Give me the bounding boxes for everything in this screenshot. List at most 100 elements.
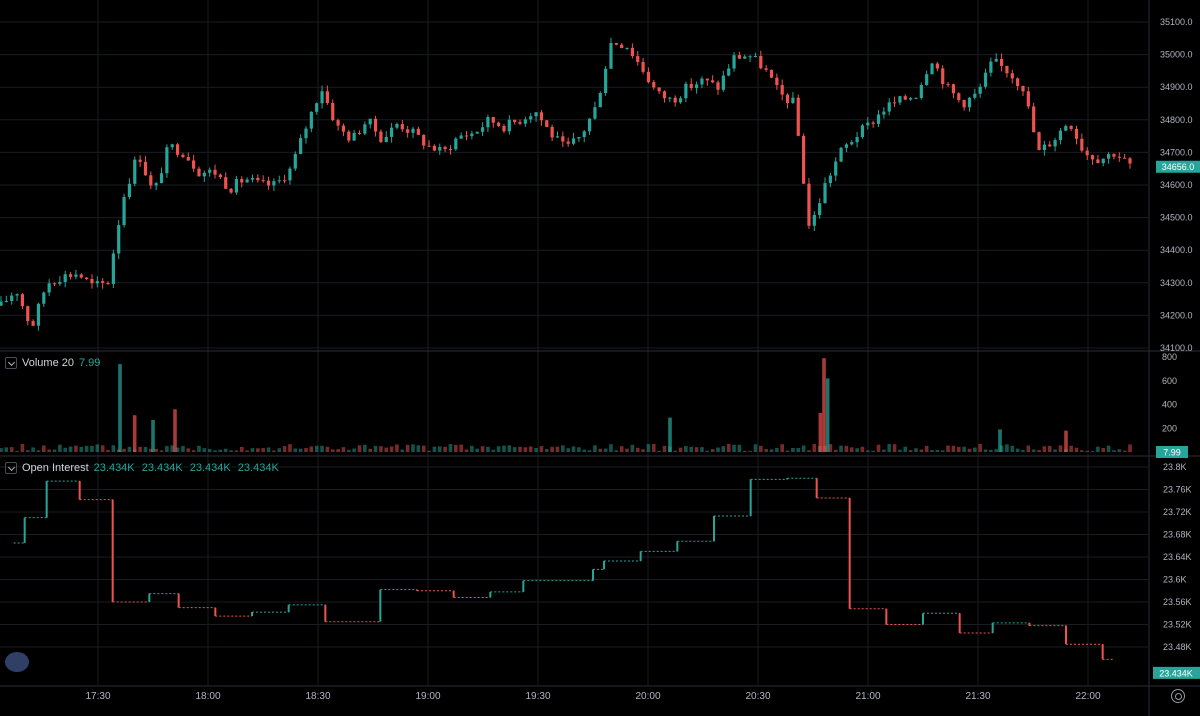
time-axis-label: 20:00 bbox=[635, 691, 660, 702]
candle bbox=[534, 112, 538, 117]
candle bbox=[582, 131, 586, 138]
candle bbox=[946, 84, 950, 86]
volume-bar bbox=[828, 444, 833, 452]
volume-bar bbox=[946, 445, 950, 452]
volume-bar bbox=[437, 446, 442, 452]
volume-bar bbox=[502, 445, 506, 452]
volume-bar bbox=[732, 444, 736, 452]
candle bbox=[604, 68, 608, 93]
oi-value-2: 23.434K bbox=[141, 462, 183, 474]
candle bbox=[58, 282, 62, 284]
candle bbox=[550, 126, 554, 138]
volume-bar bbox=[657, 450, 661, 452]
volume-bar bbox=[1031, 449, 1036, 452]
time-axis-label: 18:30 bbox=[305, 691, 330, 702]
volume-bar bbox=[416, 445, 421, 452]
candle bbox=[1128, 158, 1132, 164]
volume-bar bbox=[341, 447, 346, 452]
volume-bar bbox=[716, 447, 720, 452]
volume-bar bbox=[1015, 448, 1020, 452]
volume-bar bbox=[173, 409, 177, 452]
volume-bar bbox=[58, 444, 62, 452]
volume-bar bbox=[42, 445, 46, 452]
volume-bar bbox=[1064, 430, 1068, 452]
volume-bar bbox=[582, 449, 587, 452]
candle bbox=[1074, 128, 1079, 139]
volume-bar bbox=[336, 449, 340, 452]
volume-bar bbox=[791, 447, 795, 452]
candle bbox=[192, 160, 196, 169]
chevron-down-icon[interactable] bbox=[5, 357, 17, 369]
candle bbox=[486, 117, 490, 128]
price-axis-label: 34200.0 bbox=[1160, 310, 1193, 320]
candle bbox=[727, 68, 731, 76]
volume-bar bbox=[47, 449, 51, 452]
candle bbox=[101, 281, 105, 283]
chevron-down-icon[interactable] bbox=[5, 462, 17, 474]
candle bbox=[443, 146, 447, 149]
candle bbox=[224, 177, 228, 189]
candle bbox=[609, 43, 613, 69]
volume-bar bbox=[646, 444, 651, 452]
candle bbox=[935, 63, 939, 69]
candle bbox=[876, 114, 881, 124]
volume-bar bbox=[1058, 445, 1063, 452]
candle bbox=[652, 82, 656, 88]
volume-bar bbox=[694, 447, 699, 452]
volume-bar bbox=[143, 447, 148, 452]
volume-bar bbox=[994, 449, 999, 452]
volume-bar bbox=[1085, 450, 1089, 452]
candle bbox=[962, 100, 966, 108]
candle bbox=[277, 180, 281, 182]
volume-bar bbox=[528, 446, 533, 452]
candle bbox=[753, 56, 758, 58]
candle bbox=[641, 61, 645, 72]
candle bbox=[406, 129, 410, 133]
candle bbox=[507, 119, 511, 132]
candle bbox=[678, 98, 683, 103]
candle bbox=[844, 144, 849, 148]
candle bbox=[673, 97, 677, 103]
volume-bar bbox=[346, 449, 351, 452]
volume-bar bbox=[721, 446, 726, 452]
candle bbox=[250, 177, 255, 180]
volume-bar bbox=[587, 450, 592, 452]
candle bbox=[630, 47, 634, 57]
time-axis-label: 19:30 bbox=[525, 691, 550, 702]
volume-bar bbox=[454, 444, 458, 452]
gear-icon[interactable] bbox=[1171, 689, 1185, 703]
candle bbox=[785, 94, 790, 103]
volume-bar bbox=[363, 444, 367, 452]
candle bbox=[529, 116, 533, 120]
price-axis-label: 35000.0 bbox=[1160, 50, 1193, 60]
candle bbox=[1112, 154, 1116, 157]
candle bbox=[31, 321, 35, 326]
candle bbox=[170, 144, 174, 148]
candle bbox=[341, 125, 346, 132]
volume-bar bbox=[833, 449, 838, 452]
volume-bar bbox=[651, 443, 656, 452]
candle bbox=[165, 147, 169, 174]
candle bbox=[90, 278, 94, 284]
candle bbox=[662, 91, 667, 99]
candle bbox=[1080, 138, 1084, 151]
candle bbox=[957, 93, 961, 101]
volume-badge-label: 7.99 bbox=[1163, 448, 1181, 458]
volume-bar bbox=[181, 445, 185, 452]
volume-bar bbox=[855, 448, 859, 452]
candle bbox=[133, 159, 137, 184]
volume-bar bbox=[100, 445, 105, 452]
volume-bar bbox=[825, 378, 830, 452]
volume-bar bbox=[207, 449, 212, 452]
candle bbox=[1058, 130, 1063, 141]
volume-bar bbox=[20, 444, 25, 452]
candle bbox=[427, 145, 431, 147]
candle bbox=[438, 146, 442, 151]
volume-bar bbox=[320, 445, 324, 452]
oi-legend: Open Interest 23.434K 23.434K 23.434K 23… bbox=[5, 462, 283, 474]
candle bbox=[1053, 140, 1057, 147]
logo-icon[interactable] bbox=[5, 652, 29, 672]
volume-bar bbox=[218, 449, 223, 452]
volume-bar bbox=[234, 450, 239, 452]
